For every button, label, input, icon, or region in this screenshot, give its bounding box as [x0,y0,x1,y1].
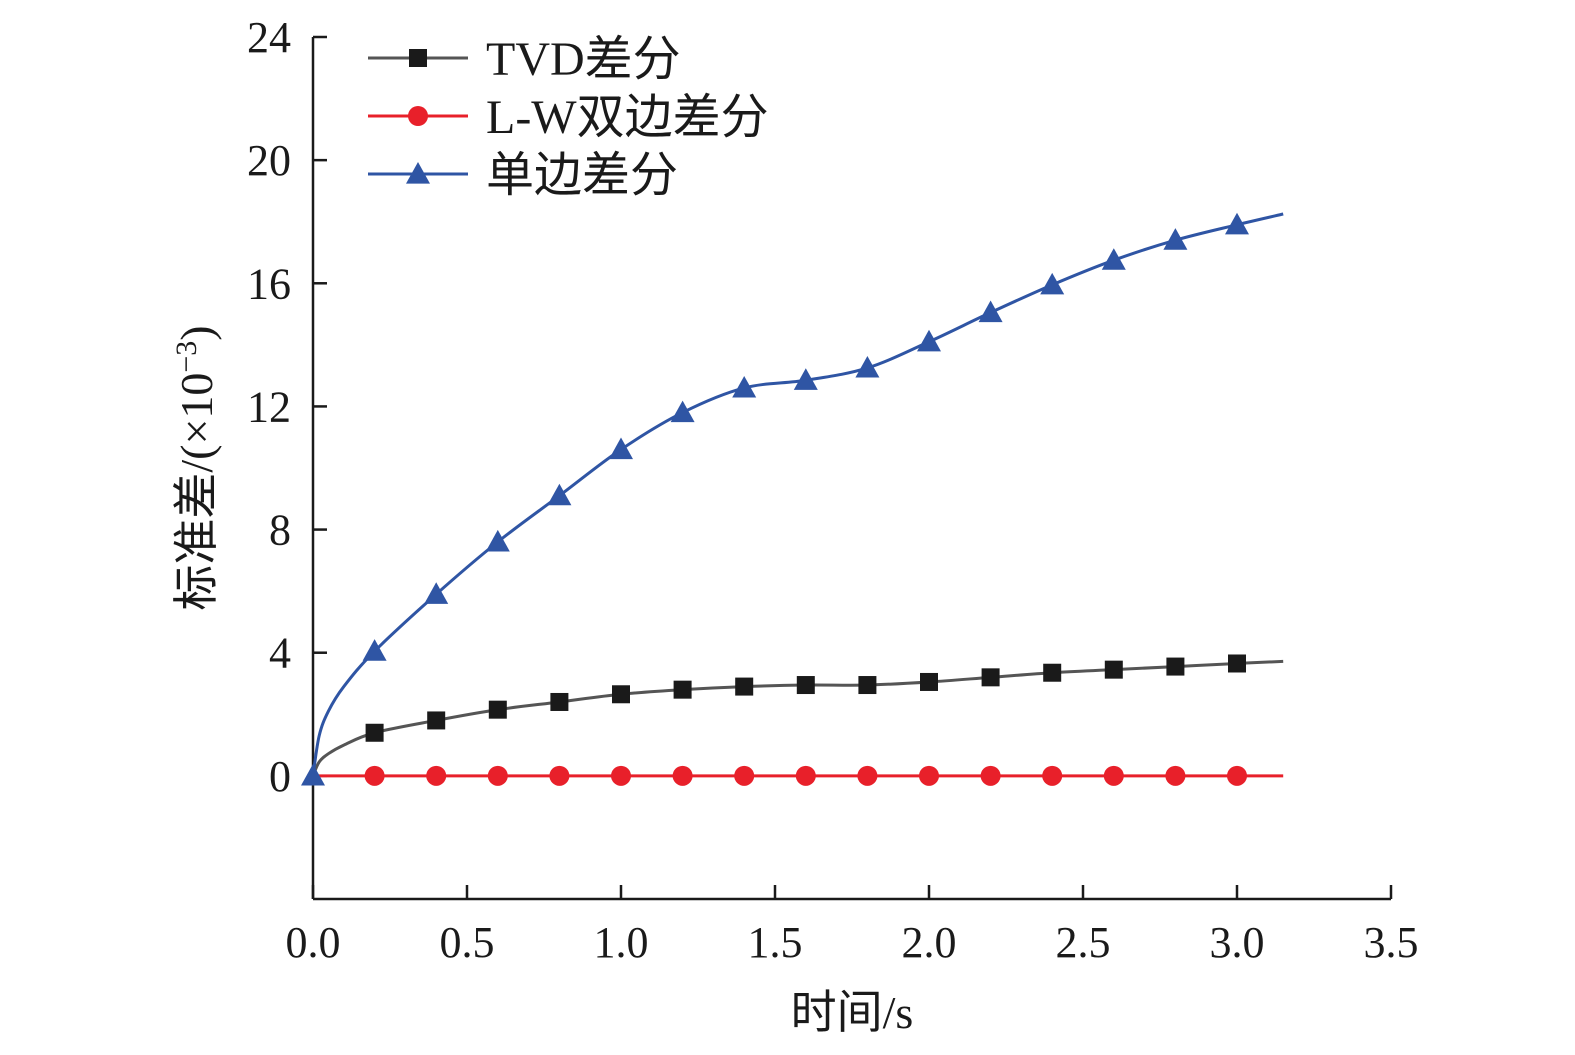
data-point-lw [795,765,816,786]
y-axis-title-superscript: −3 [170,341,203,373]
x-axis-title: 时间/s [791,987,914,1038]
data-point-tvd [488,700,507,719]
y-tick-label: 20 [247,136,291,185]
data-point-one-sided [1163,228,1188,250]
data-point-lw [734,765,755,786]
data-point-tvd [796,676,815,695]
data-point-one-sided [301,763,325,786]
series-layer [301,212,1284,786]
y-axis-title-main: 标准差/(×10 [171,373,222,611]
data-point-one-sided [670,400,695,423]
data-point-tvd [550,692,569,711]
data-point-tvd [1043,663,1062,682]
data-point-lw [1103,765,1124,786]
data-point-one-sided [1101,248,1126,270]
data-point-one-sided [362,639,387,661]
legend-item-one-sided: 单边差分 [368,149,678,202]
data-point-tvd [1228,654,1246,673]
data-point-tvd [612,685,630,704]
series-tvd [311,654,1284,777]
y-tick-label: 24 [247,13,291,62]
data-point-one-sided [855,355,880,378]
data-point-one-sided [793,368,818,390]
x-tick-label: 3.5 [1364,918,1419,967]
x-tick-label: 1.0 [594,918,649,967]
data-point-tvd [920,672,938,691]
x-tick-label: 1.5 [748,918,803,967]
y-tick-label: 12 [247,382,291,431]
data-point-lw [364,765,385,786]
data-point-tvd [673,680,692,699]
y-tick-label: 8 [269,506,291,555]
y-tick-label: 4 [269,629,291,678]
axes: 0 4 8 12 16 20 24 0.0 0.5 1.0 1.5 2.0 2.5 3.0 3.5 [247,13,1419,967]
legend-item-tvd: TVD差分 [368,33,681,86]
data-point-lw [487,765,508,786]
x-tick-label: 2.5 [1056,918,1111,967]
data-point-lw [1042,765,1063,786]
series-line-one-sided [311,212,1284,777]
data-point-lw [549,765,570,786]
x-tick-label: 3.0 [1210,918,1265,967]
data-point-one-sided [978,300,1003,323]
data-point-one-sided [1040,272,1065,295]
legend-marker [409,49,427,67]
y-axis-title-close: ) [171,325,222,340]
data-point-tvd [427,711,446,730]
data-point-tvd [735,677,754,696]
legend-marker [406,162,430,184]
x-tick-label: 0.5 [440,918,495,967]
y-tick-label: 16 [247,259,291,308]
y-tick-label: 0 [269,752,291,801]
data-point-one-sided [547,483,572,506]
y-axis-title: 标准差/(×10−3) [170,325,223,610]
data-point-lw [611,765,631,786]
data-point-tvd [1104,660,1123,679]
data-point-lw [857,765,878,786]
data-point-tvd [981,668,1000,687]
data-point-one-sided [1225,212,1249,235]
legend-label: L-W双边差分 [486,91,769,144]
legend-label: TVD差分 [486,33,681,86]
legend-item-lw: L-W双边差分 [368,91,769,144]
data-point-lw [919,765,939,786]
legend-marker [408,106,428,126]
legend-label: 单边差分 [486,149,678,202]
data-point-lw [1227,765,1247,786]
series-lw [313,765,1284,786]
data-point-tvd [365,723,384,742]
data-point-lw [980,765,1001,786]
data-point-lw [672,765,693,786]
data-point-one-sided [732,375,757,398]
data-point-one-sided [424,582,449,604]
data-point-lw [426,765,447,786]
series-one-sided [301,212,1284,786]
x-tick-label: 0.0 [286,918,341,967]
x-tick-label: 2.0 [902,918,957,967]
data-point-tvd [1166,657,1185,676]
data-point-one-sided [609,437,633,460]
data-point-lw [1165,765,1186,786]
data-point-one-sided [917,329,941,352]
data-point-tvd [858,676,877,695]
data-point-one-sided [485,529,510,552]
